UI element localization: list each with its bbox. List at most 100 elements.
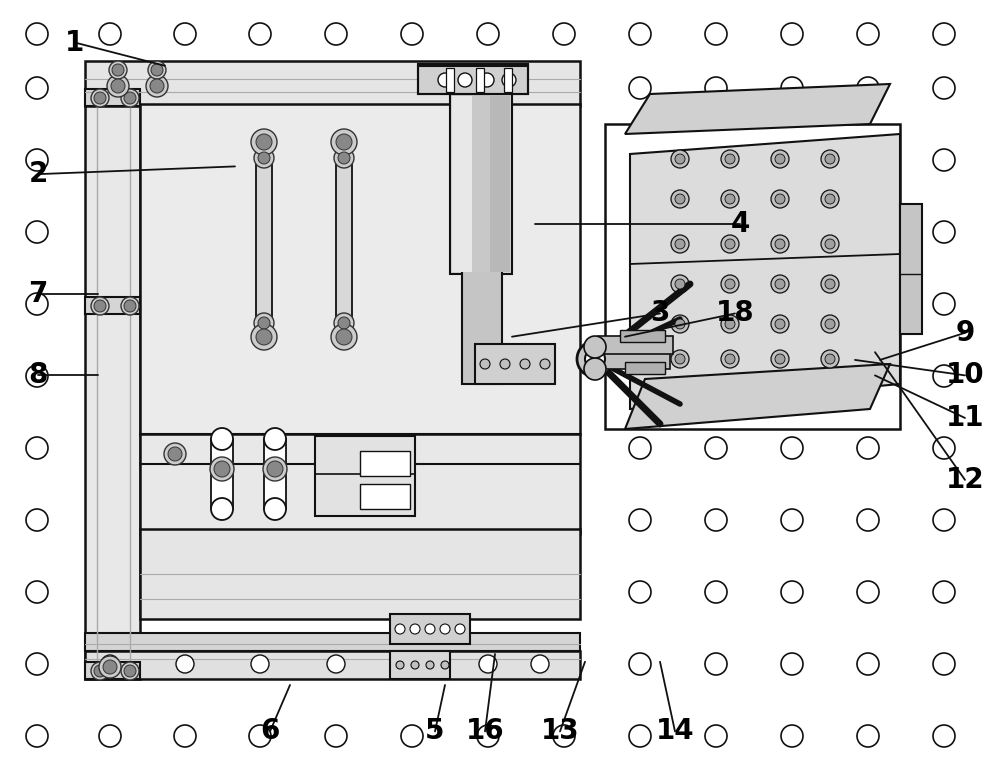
Circle shape	[480, 359, 490, 369]
Circle shape	[254, 313, 274, 333]
Circle shape	[438, 73, 452, 87]
Circle shape	[164, 443, 186, 465]
Circle shape	[821, 275, 839, 293]
Circle shape	[781, 653, 803, 675]
Bar	[446, 68, 454, 92]
Circle shape	[725, 194, 735, 204]
Circle shape	[933, 365, 955, 387]
Bar	[256, 144, 272, 344]
Bar	[336, 144, 352, 344]
Circle shape	[426, 661, 434, 669]
Bar	[476, 68, 484, 92]
Polygon shape	[625, 84, 890, 134]
Text: 10: 10	[946, 361, 984, 389]
Circle shape	[99, 509, 121, 531]
Bar	[390, 614, 470, 644]
Text: 9: 9	[955, 319, 975, 347]
Bar	[504, 68, 512, 92]
Circle shape	[480, 73, 494, 87]
Circle shape	[94, 92, 106, 104]
Text: 13: 13	[541, 717, 579, 745]
Bar	[600, 351, 670, 369]
Circle shape	[331, 129, 357, 155]
Circle shape	[258, 317, 270, 329]
Circle shape	[775, 319, 785, 329]
Circle shape	[933, 293, 955, 315]
Circle shape	[99, 725, 121, 747]
Text: 16: 16	[466, 717, 504, 745]
Circle shape	[99, 653, 121, 675]
Bar	[625, 362, 665, 374]
Bar	[418, 64, 528, 94]
Circle shape	[331, 324, 357, 350]
Circle shape	[151, 64, 163, 76]
Circle shape	[585, 349, 605, 369]
Bar	[475, 344, 555, 384]
Circle shape	[781, 725, 803, 747]
Circle shape	[91, 89, 109, 107]
Circle shape	[174, 23, 196, 45]
Circle shape	[334, 313, 354, 333]
Circle shape	[251, 324, 277, 350]
Text: 7: 7	[28, 280, 48, 308]
Bar	[620, 330, 665, 342]
Circle shape	[721, 150, 739, 168]
Circle shape	[933, 149, 955, 171]
Circle shape	[933, 509, 955, 531]
Circle shape	[725, 319, 735, 329]
Circle shape	[857, 23, 879, 45]
Circle shape	[410, 624, 420, 634]
Circle shape	[146, 75, 168, 97]
Bar	[605, 124, 900, 429]
Circle shape	[174, 725, 196, 747]
Bar	[264, 439, 286, 509]
Circle shape	[725, 279, 735, 289]
Circle shape	[857, 509, 879, 531]
Circle shape	[336, 134, 352, 150]
Circle shape	[705, 23, 727, 45]
Circle shape	[99, 437, 121, 459]
Circle shape	[781, 581, 803, 603]
Circle shape	[91, 297, 109, 315]
Circle shape	[99, 656, 121, 678]
Circle shape	[553, 725, 575, 747]
Text: 5: 5	[425, 717, 445, 745]
Circle shape	[675, 279, 685, 289]
Circle shape	[775, 279, 785, 289]
Circle shape	[148, 61, 166, 79]
Circle shape	[705, 581, 727, 603]
Bar	[140, 104, 580, 434]
Circle shape	[857, 437, 879, 459]
Circle shape	[577, 341, 613, 377]
Circle shape	[455, 624, 465, 634]
Circle shape	[264, 428, 286, 450]
Circle shape	[771, 315, 789, 333]
Circle shape	[933, 581, 955, 603]
Circle shape	[705, 653, 727, 675]
Circle shape	[325, 23, 347, 45]
Circle shape	[857, 77, 879, 99]
Circle shape	[327, 655, 345, 673]
Bar	[360, 484, 410, 509]
Circle shape	[26, 509, 48, 531]
Circle shape	[458, 73, 472, 87]
Circle shape	[629, 77, 651, 99]
Circle shape	[933, 437, 955, 459]
Bar	[418, 66, 528, 94]
Circle shape	[99, 77, 121, 99]
Circle shape	[825, 154, 835, 164]
Circle shape	[26, 77, 48, 99]
Circle shape	[26, 293, 48, 315]
Circle shape	[629, 23, 651, 45]
Bar	[211, 439, 233, 509]
Circle shape	[500, 359, 510, 369]
Circle shape	[721, 190, 739, 208]
Circle shape	[121, 89, 139, 107]
Circle shape	[675, 239, 685, 249]
Circle shape	[821, 235, 839, 253]
Circle shape	[821, 315, 839, 333]
Circle shape	[705, 725, 727, 747]
Circle shape	[267, 461, 283, 477]
Bar	[360, 451, 410, 476]
Circle shape	[249, 725, 271, 747]
